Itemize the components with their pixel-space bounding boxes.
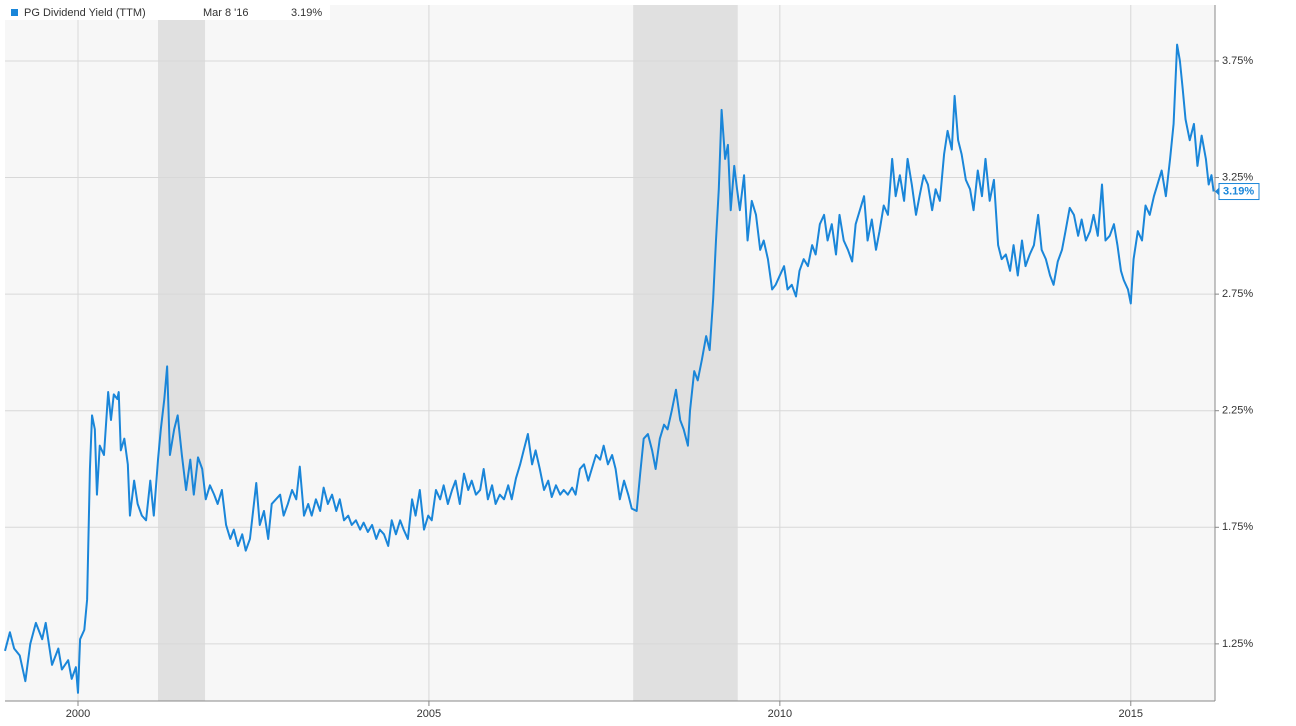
x-tick-label: 2010 [768, 708, 792, 720]
recession-band [158, 5, 206, 701]
data-line [4, 43, 1215, 694]
legend-value: 3.19% [291, 7, 322, 19]
x-tick-label: 2005 [417, 708, 441, 720]
plot-area [5, 5, 1215, 701]
y-tick-label: 1.75% [1222, 521, 1253, 533]
plot-layer [4, 5, 1215, 701]
y-tick-label: 1.25% [1222, 638, 1253, 650]
x-tick-label: 2000 [66, 708, 90, 720]
y-tick-label: 3.25% [1222, 171, 1253, 183]
x-tick-label: 2015 [1119, 708, 1143, 720]
legend-date: Mar 8 '16 [203, 7, 249, 19]
y-tick-label: 3.75% [1222, 55, 1253, 67]
current-label: 3.19% [1223, 185, 1254, 197]
y-tick-label: 2.25% [1222, 405, 1253, 417]
y-tick-label: 2.75% [1222, 288, 1253, 300]
legend-swatch [11, 9, 18, 16]
current-box [1218, 183, 1260, 201]
current-pointer [1215, 187, 1219, 196]
legend-label: PG Dividend Yield (TTM) [24, 7, 146, 19]
legend-box [5, 5, 330, 20]
